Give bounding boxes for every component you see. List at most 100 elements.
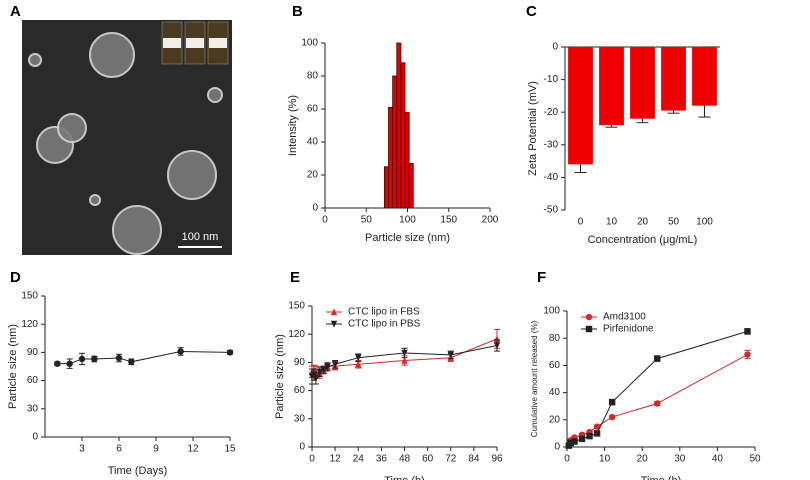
y-tick-label: -20 bbox=[544, 107, 559, 118]
error-bar bbox=[574, 164, 587, 174]
panel-label: F bbox=[537, 269, 546, 286]
marker bbox=[91, 355, 98, 363]
y-tick-label: 20 bbox=[307, 170, 319, 181]
x-tick-label: 9 bbox=[153, 444, 159, 455]
bar bbox=[661, 47, 686, 111]
y-tick-label: 40 bbox=[549, 387, 561, 398]
particle bbox=[89, 32, 135, 78]
x-tick-label: 10 bbox=[606, 217, 618, 228]
vial-label bbox=[186, 38, 204, 48]
y-tick-label: 0 bbox=[32, 432, 38, 443]
marker bbox=[608, 398, 616, 406]
x-tick-label: 0 bbox=[322, 215, 328, 226]
x-tick-label: 150 bbox=[440, 215, 457, 226]
y-tick-label: 80 bbox=[307, 71, 319, 82]
panel-label: E bbox=[290, 269, 300, 286]
x-tick-label: 24 bbox=[353, 454, 365, 465]
marker bbox=[585, 325, 593, 333]
marker bbox=[177, 348, 184, 355]
x-axis-title: Particle size (nm) bbox=[365, 232, 450, 244]
scale-bar-label: 100 nm bbox=[182, 231, 219, 243]
y-axis-title: Particle size (nm) bbox=[7, 324, 19, 409]
marker bbox=[586, 432, 593, 440]
marker bbox=[447, 351, 454, 359]
x-tick-label: 6 bbox=[116, 444, 122, 455]
marker bbox=[78, 355, 86, 363]
y-axis-title: Particle size (nm) bbox=[274, 334, 286, 419]
y-tick-label: 100 bbox=[301, 38, 318, 49]
y-axis-title: Cumulative amount released (%) bbox=[530, 320, 539, 437]
y-tick-label: -30 bbox=[544, 139, 559, 150]
x-tick-label: 50 bbox=[749, 454, 761, 465]
vial-label bbox=[209, 38, 227, 48]
legend-label: CTC lipo in PBS bbox=[348, 319, 421, 330]
x-tick-label: 20 bbox=[637, 454, 649, 465]
panel-label: B bbox=[292, 3, 303, 20]
marker bbox=[571, 438, 578, 445]
x-tick-label: 12 bbox=[187, 444, 199, 455]
x-tick-label: 3 bbox=[79, 444, 85, 455]
y-tick-label: 0 bbox=[312, 203, 318, 214]
marker bbox=[401, 349, 408, 357]
marker bbox=[226, 349, 234, 356]
x-tick-label: 15 bbox=[224, 444, 236, 455]
x-tick-label: 0 bbox=[578, 217, 584, 228]
particle bbox=[112, 205, 162, 255]
x-tick-label: 84 bbox=[468, 454, 480, 465]
y-tick-label: 100 bbox=[543, 306, 560, 317]
marker bbox=[324, 363, 331, 371]
marker bbox=[401, 356, 408, 364]
particle bbox=[89, 194, 101, 206]
histogram-bar bbox=[404, 111, 410, 209]
error-bar bbox=[698, 105, 711, 118]
x-axis-title: Time (Days) bbox=[108, 465, 167, 477]
panel-label: D bbox=[10, 269, 21, 286]
marker bbox=[128, 358, 135, 365]
x-tick-label: 0 bbox=[564, 454, 570, 465]
x-tick-label: 36 bbox=[376, 454, 388, 465]
y-tick-label: 0 bbox=[299, 442, 305, 453]
marker bbox=[355, 354, 362, 362]
y-tick-label: 120 bbox=[288, 329, 305, 340]
x-axis-title: Time (h) bbox=[384, 475, 425, 480]
error-bar bbox=[636, 118, 649, 124]
particle bbox=[57, 113, 87, 143]
y-tick-label: 0 bbox=[554, 442, 560, 453]
marker bbox=[744, 351, 751, 358]
histogram-bar bbox=[392, 75, 398, 209]
y-tick-label: 90 bbox=[27, 347, 39, 358]
marker bbox=[330, 308, 338, 316]
y-tick-label: 80 bbox=[549, 333, 561, 344]
y-tick-label: 60 bbox=[27, 375, 39, 386]
y-tick-label: 40 bbox=[307, 137, 319, 148]
x-tick-label: 20 bbox=[637, 217, 649, 228]
legend-label: CTC lipo in FBS bbox=[348, 307, 420, 318]
marker bbox=[585, 313, 593, 321]
x-tick-label: 96 bbox=[491, 454, 503, 465]
y-tick-label: -10 bbox=[544, 74, 559, 85]
legend-label: Pirfenidone bbox=[603, 324, 654, 335]
marker bbox=[330, 320, 338, 328]
histogram-bar bbox=[388, 106, 394, 209]
histogram-bar bbox=[396, 42, 402, 209]
bar bbox=[599, 47, 624, 126]
marker bbox=[355, 360, 362, 368]
bar bbox=[568, 47, 593, 165]
y-tick-label: 0 bbox=[552, 42, 558, 53]
y-tick-label: 150 bbox=[288, 301, 305, 312]
histogram-bar bbox=[400, 62, 406, 209]
marker bbox=[66, 360, 73, 367]
histogram-bar bbox=[408, 163, 414, 209]
marker bbox=[493, 335, 501, 343]
marker bbox=[654, 400, 661, 407]
y-tick-label: 120 bbox=[21, 319, 38, 330]
vial-label bbox=[163, 38, 181, 48]
marker bbox=[654, 355, 661, 362]
particle bbox=[28, 53, 42, 67]
marker bbox=[115, 354, 123, 362]
x-axis-title: Time (h) bbox=[641, 475, 682, 480]
y-tick-label: 60 bbox=[307, 104, 319, 115]
x-axis-title: Concentration (μg/mL) bbox=[588, 234, 698, 246]
marker bbox=[744, 328, 751, 335]
